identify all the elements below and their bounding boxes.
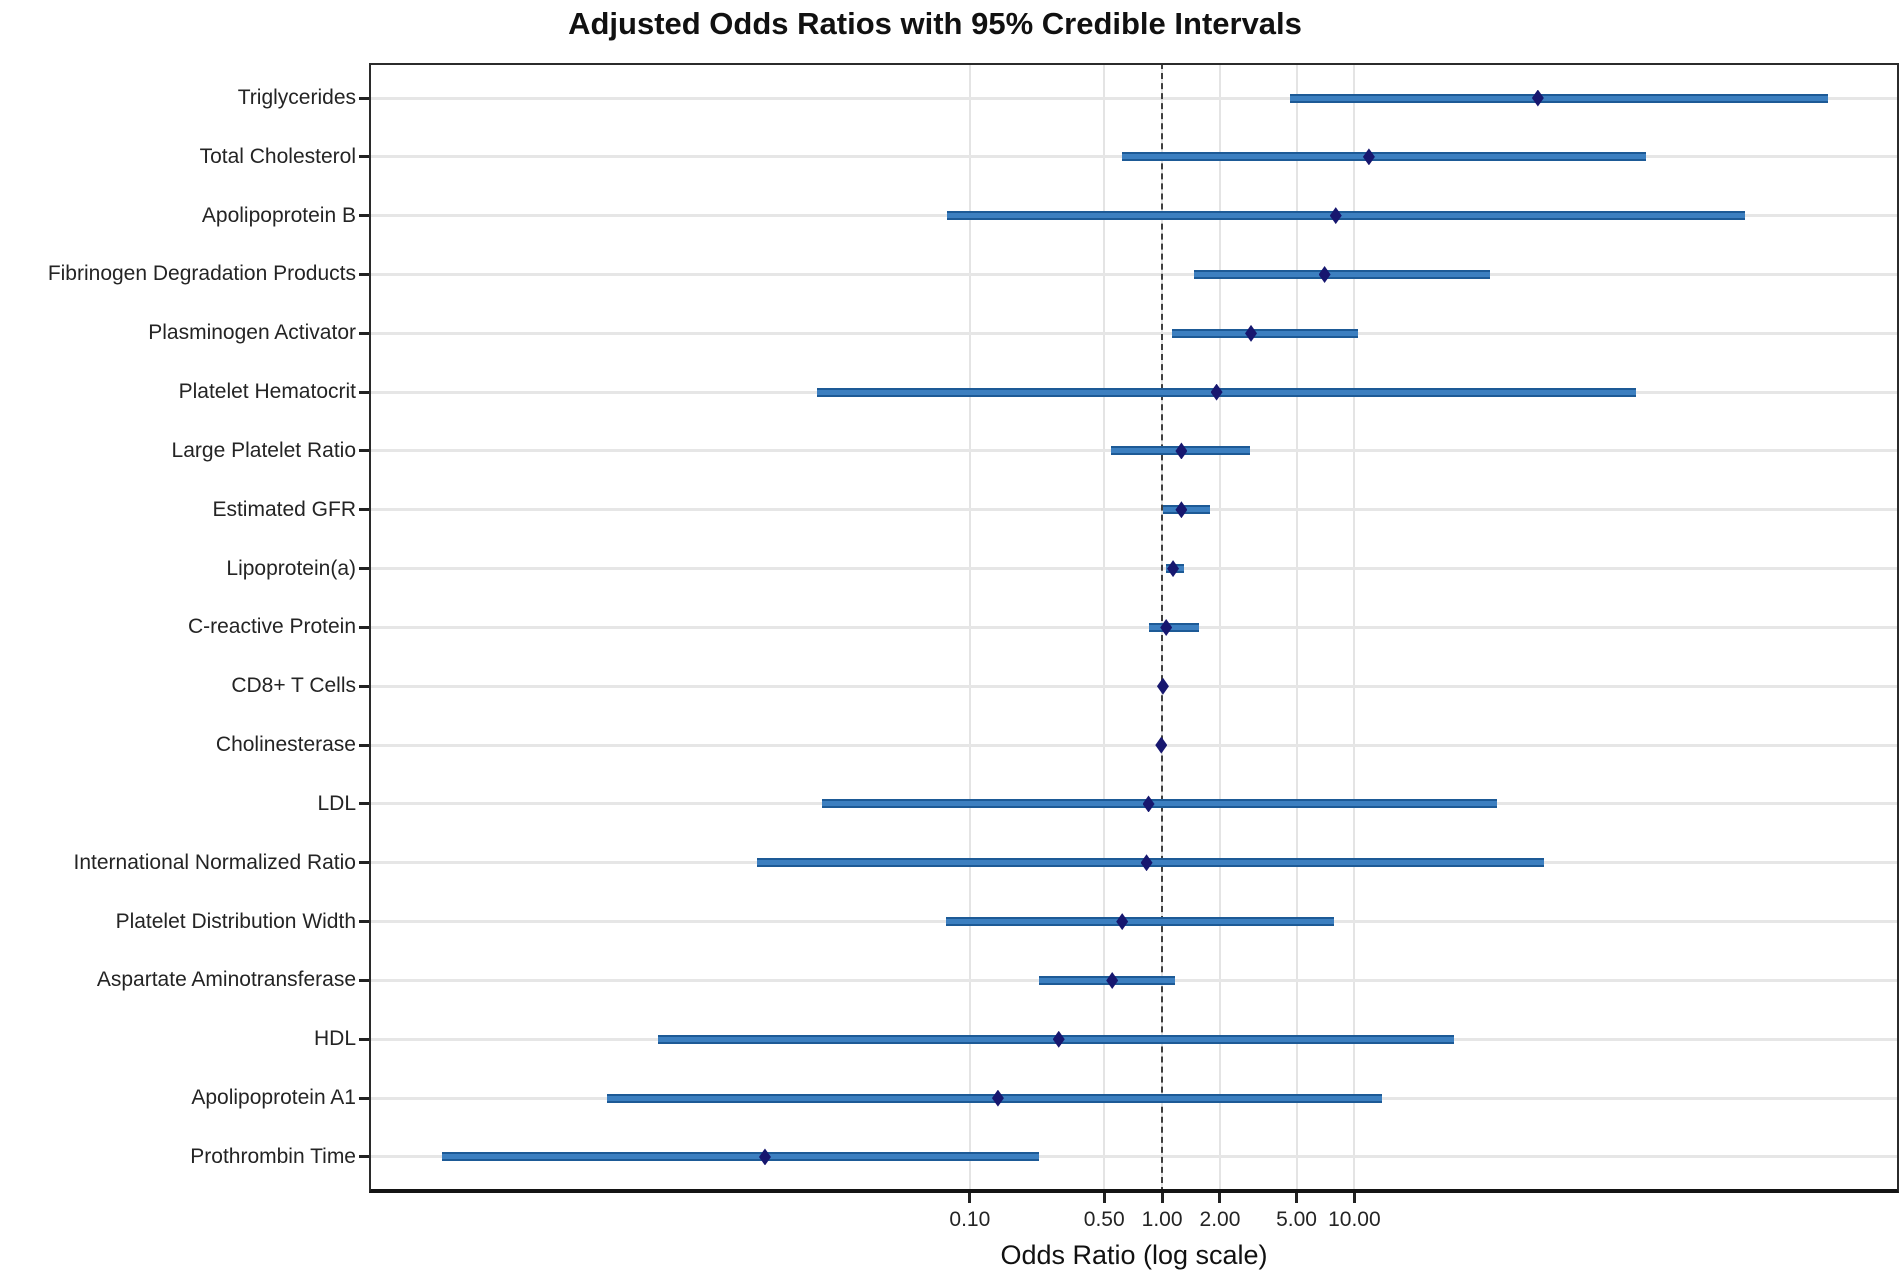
- x-axis-tick-label: 0.50: [1083, 1208, 1125, 1231]
- x-axis-tick: [1160, 1193, 1164, 1203]
- y-axis-label: Platelet Hematocrit: [178, 380, 356, 404]
- x-axis-tick: [1295, 1193, 1298, 1203]
- y-axis-label: Cholinesterase: [215, 733, 356, 757]
- credible-interval-line: [442, 1152, 1040, 1162]
- y-axis-label: Aspartate Aminotransferase: [96, 968, 356, 992]
- point-estimate-marker: [1155, 736, 1168, 754]
- y-axis-tick: [359, 272, 369, 276]
- point-estimate-marker: [1142, 795, 1155, 813]
- x-axis-tick: [968, 1193, 972, 1203]
- credible-interval-line: [945, 917, 1334, 927]
- point-estimate-marker: [1116, 913, 1129, 931]
- y-axis-tick: [359, 861, 369, 865]
- y-axis-label: Lipoprotein(a): [226, 556, 356, 580]
- y-axis-label: HDL: [313, 1027, 356, 1051]
- y-axis-tick: [359, 1096, 369, 1100]
- y-axis-label: Platelet Distribution Width: [115, 909, 356, 933]
- point-estimate-marker: [1210, 383, 1223, 401]
- y-axis-tick: [359, 214, 369, 218]
- x-axis-tick-label: 2.00: [1199, 1208, 1241, 1231]
- point-estimate-marker: [1362, 148, 1375, 166]
- point-estimate-marker: [1140, 854, 1153, 872]
- y-axis-label: Large Platelet Ratio: [171, 438, 356, 462]
- row-gridline: [369, 743, 1899, 747]
- credible-interval-line: [1194, 269, 1491, 279]
- y-axis-label: Apolipoprotein A1: [191, 1086, 356, 1110]
- point-estimate-marker: [1329, 207, 1342, 225]
- x-axis-tick-label: 5.00: [1276, 1208, 1317, 1231]
- point-estimate-marker: [991, 1089, 1004, 1107]
- y-axis-tick: [359, 155, 369, 159]
- point-estimate-marker: [1175, 442, 1188, 460]
- row-gridline: [369, 1155, 1899, 1159]
- point-estimate-marker: [1175, 501, 1188, 519]
- credible-interval-line: [1171, 328, 1358, 338]
- credible-interval-line: [946, 211, 1745, 221]
- point-estimate-marker: [1531, 89, 1544, 107]
- chart-title: Adjusted Odds Ratios with 95% Credible I…: [568, 6, 1302, 41]
- y-axis-tick: [359, 1155, 369, 1159]
- x-axis-tick: [1218, 1193, 1222, 1203]
- y-axis-tick: [359, 449, 369, 453]
- row-gridline: [369, 508, 1899, 512]
- point-estimate-marker: [1245, 324, 1258, 342]
- point-estimate-marker: [1318, 265, 1331, 283]
- row-gridline: [369, 272, 1899, 276]
- point-estimate-marker: [758, 1148, 771, 1166]
- point-estimate-marker: [1156, 677, 1169, 695]
- y-axis-tick: [359, 96, 369, 100]
- y-axis-label: International Normalized Ratio: [73, 850, 356, 874]
- x-axis-title: Odds Ratio (log scale): [1000, 1240, 1268, 1270]
- y-axis-tick: [359, 684, 369, 688]
- y-axis-tick: [359, 331, 369, 335]
- y-axis-label: Prothrombin Time: [190, 1144, 356, 1168]
- credible-interval-line: [1289, 93, 1828, 103]
- row-gridline: [369, 684, 1899, 688]
- point-estimate-marker: [1167, 560, 1180, 578]
- y-axis-tick: [359, 567, 369, 571]
- y-axis-tick: [359, 1037, 369, 1041]
- credible-interval-line: [1122, 152, 1647, 162]
- x-axis-tick: [1352, 1193, 1356, 1203]
- y-axis-label: Estimated GFR: [212, 497, 356, 521]
- y-axis-tick: [359, 390, 369, 394]
- y-axis-label: Total Cholesterol: [199, 144, 356, 168]
- x-axis-tick: [1102, 1193, 1106, 1203]
- y-axis-label: Plasminogen Activator: [148, 321, 356, 345]
- credible-interval-line: [816, 387, 1636, 397]
- y-axis-tick: [359, 920, 369, 924]
- y-axis-tick: [359, 625, 369, 629]
- row-gridline: [369, 567, 1899, 571]
- y-axis-tick: [359, 508, 369, 512]
- y-axis-label: Apolipoprotein B: [201, 203, 356, 227]
- point-estimate-marker: [1052, 1030, 1065, 1048]
- point-estimate-marker: [1160, 618, 1173, 636]
- y-axis-tick: [359, 743, 369, 747]
- y-axis-label: LDL: [317, 791, 356, 815]
- y-axis-tick: [359, 978, 369, 982]
- x-axis-tick-label: 1.00: [1141, 1208, 1183, 1231]
- credible-interval-line: [1148, 622, 1199, 632]
- y-axis-label: Triglycerides: [237, 86, 356, 109]
- row-gridline: [369, 96, 1899, 100]
- y-axis-label: C-reactive Protein: [187, 615, 356, 639]
- x-axis-tick-label: 10.00: [1328, 1208, 1381, 1231]
- y-axis-label: Fibrinogen Degradation Products: [47, 262, 356, 286]
- y-axis-tick: [359, 802, 369, 806]
- x-axis-tick-label: 0.10: [949, 1208, 991, 1231]
- point-estimate-marker: [1106, 971, 1119, 989]
- y-axis-label: CD8+ T Cells: [231, 674, 356, 698]
- row-gridline: [369, 625, 1899, 629]
- credible-interval-line: [821, 799, 1497, 809]
- row-gridline: [369, 331, 1899, 335]
